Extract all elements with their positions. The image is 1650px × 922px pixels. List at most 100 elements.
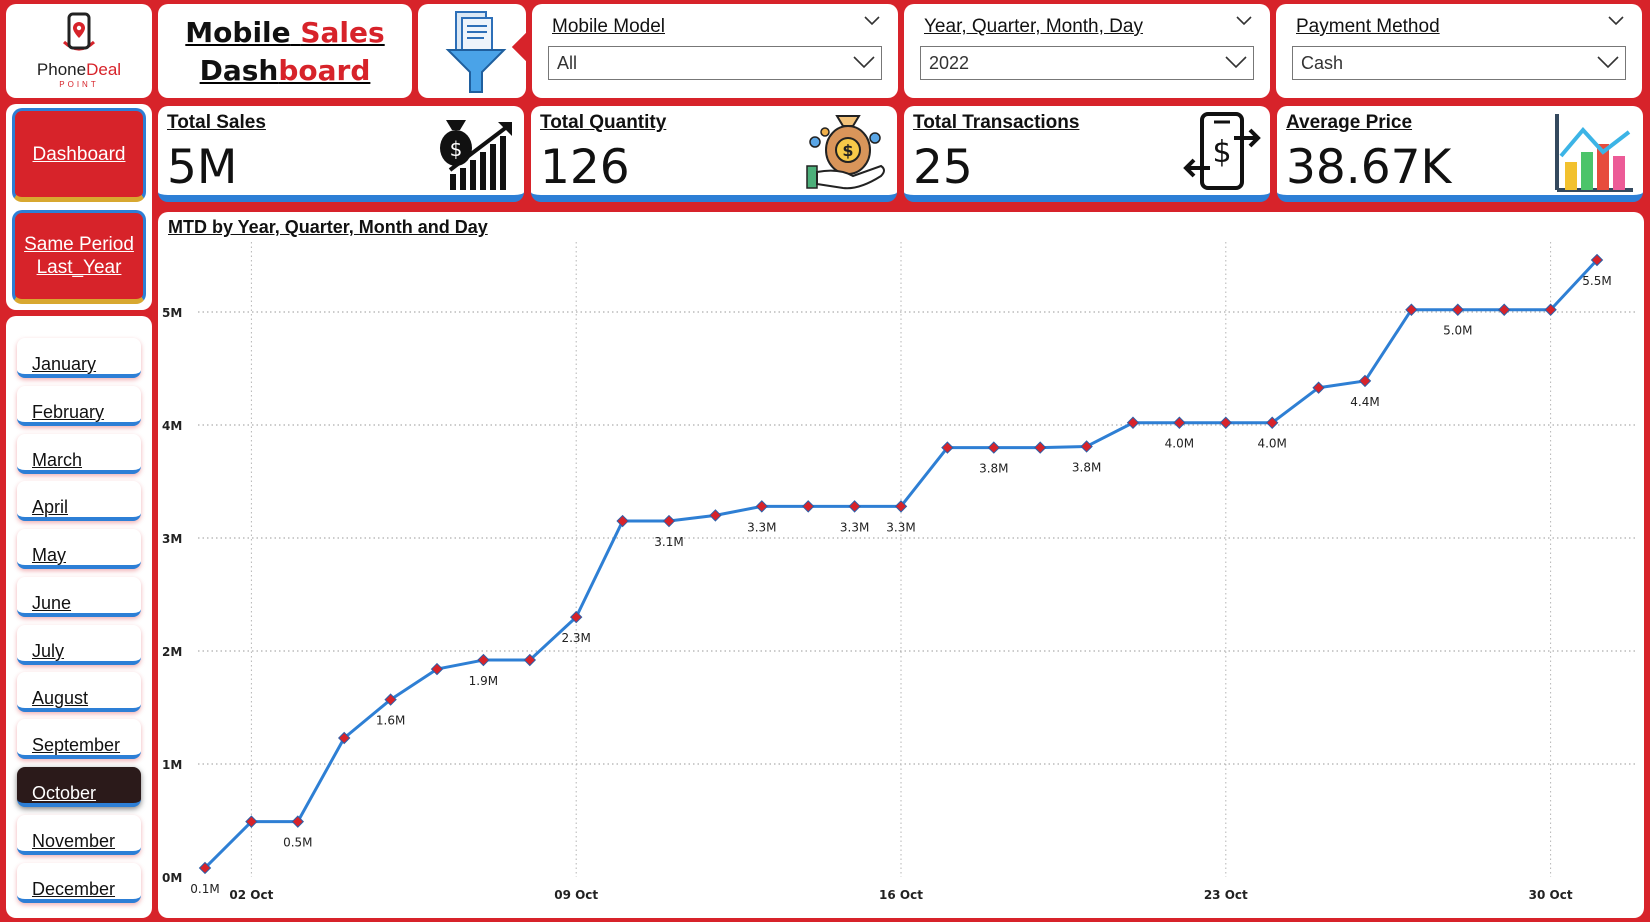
data-point bbox=[198, 861, 212, 875]
data-label: 5.5M bbox=[1582, 274, 1611, 288]
dashboard-title-line2: Dashboard bbox=[199, 54, 371, 87]
mtd-line-chart[interactable]: 0M 1M 2M 3M 4M 5M 02 Oct 09 Oct 16 Oct 23 Oct 30 O… bbox=[158, 212, 1644, 918]
data-label: 3.8M bbox=[1072, 460, 1101, 474]
phone-transfer-icon: $ bbox=[1183, 112, 1261, 190]
data-label: 3.3M bbox=[747, 520, 776, 534]
kpi-value: 25 bbox=[913, 140, 973, 195]
data-point bbox=[1405, 303, 1418, 316]
kpi-label: Total Sales bbox=[167, 112, 266, 133]
kpi-value: 5M bbox=[167, 140, 238, 195]
logo-card: PhoneDeal POINT bbox=[6, 4, 152, 98]
data-label: 5.0M bbox=[1443, 324, 1472, 338]
data-point bbox=[662, 514, 676, 528]
data-point bbox=[1033, 441, 1047, 454]
data-point bbox=[477, 653, 490, 667]
y-tick-label: 0M bbox=[162, 871, 182, 885]
data-point bbox=[384, 693, 397, 706]
kpi-label: Total Transactions bbox=[913, 112, 1080, 133]
same-period-last-year-nav-button[interactable]: Same Period Last_Year bbox=[12, 210, 146, 304]
payment-method-slicer: Payment Method Cash bbox=[1276, 4, 1642, 98]
data-point bbox=[1219, 416, 1233, 429]
brand-name: PhoneDeal bbox=[36, 60, 122, 79]
kpi-label: Average Price bbox=[1286, 112, 1413, 133]
month-button-may[interactable]: May bbox=[17, 529, 141, 569]
x-tick-label: 16 Oct bbox=[879, 888, 923, 902]
y-tick-label: 5M bbox=[162, 306, 182, 320]
month-button-june[interactable]: June bbox=[17, 577, 141, 617]
kpi-label: Total Quantity bbox=[540, 112, 667, 133]
data-label: 4.0M bbox=[1257, 437, 1286, 451]
data-point bbox=[430, 662, 444, 676]
data-point bbox=[848, 500, 861, 513]
y-tick-label: 1M bbox=[162, 758, 182, 772]
data-label: 2.3M bbox=[561, 631, 590, 645]
month-button-april[interactable]: April bbox=[17, 481, 141, 521]
dropdown-value: 2022 bbox=[929, 53, 970, 73]
mobile-model-slicer: Mobile Model All bbox=[532, 4, 898, 98]
y-tick-label: 2M bbox=[162, 645, 182, 659]
month-button-february[interactable]: February bbox=[17, 386, 141, 426]
data-point bbox=[1497, 303, 1511, 316]
data-label: 1.6M bbox=[376, 714, 405, 728]
data-point bbox=[523, 653, 537, 667]
data-point bbox=[569, 610, 583, 624]
data-label: 3.3M bbox=[886, 520, 915, 534]
data-point bbox=[291, 815, 305, 828]
data-point bbox=[894, 500, 908, 513]
brand-subtitle: POINT bbox=[59, 80, 99, 89]
data-point bbox=[1451, 303, 1465, 316]
svg-text:$: $ bbox=[842, 141, 853, 160]
month-slicer: January February March April May June Ju… bbox=[6, 316, 152, 918]
slicer-label: Payment Method bbox=[1296, 16, 1440, 37]
chevron-down-icon[interactable] bbox=[1236, 16, 1252, 26]
month-button-november[interactable]: November bbox=[17, 815, 141, 855]
month-button-december[interactable]: December bbox=[17, 863, 141, 903]
mobile-model-dropdown[interactable]: All bbox=[548, 46, 882, 80]
data-label: 4.0M bbox=[1165, 437, 1194, 451]
data-label: 3.8M bbox=[979, 462, 1008, 476]
date-hierarchy-slicer: Year, Quarter, Month, Day 2022 bbox=[904, 4, 1270, 98]
data-point bbox=[1173, 416, 1186, 429]
data-point bbox=[1265, 416, 1279, 429]
month-button-august[interactable]: August bbox=[17, 672, 141, 712]
slicer-label: Mobile Model bbox=[552, 16, 665, 37]
data-point bbox=[801, 500, 815, 513]
chevron-down-icon[interactable] bbox=[1608, 16, 1624, 26]
data-point bbox=[709, 509, 722, 522]
month-button-september[interactable]: September bbox=[17, 719, 141, 759]
month-button-january[interactable]: January bbox=[17, 338, 141, 378]
x-tick-label: 23 Oct bbox=[1204, 888, 1248, 902]
phone-location-icon bbox=[62, 12, 96, 51]
chevron-down-icon bbox=[1225, 56, 1247, 69]
y-tick-label: 4M bbox=[162, 419, 182, 433]
date-dropdown[interactable]: 2022 bbox=[920, 46, 1254, 80]
average-price-card: Average Price 38.67K bbox=[1277, 106, 1643, 202]
chevron-down-icon[interactable] bbox=[864, 16, 880, 26]
dropdown-value: Cash bbox=[1301, 53, 1344, 73]
filter-pane-button[interactable] bbox=[418, 4, 526, 98]
money-bag-growth-icon: $ bbox=[440, 120, 512, 190]
data-point bbox=[1312, 381, 1325, 394]
data-label: 0.1M bbox=[190, 882, 219, 896]
kpi-value: 38.67K bbox=[1286, 140, 1452, 195]
payment-method-dropdown[interactable]: Cash bbox=[1292, 46, 1626, 80]
dropdown-value: All bbox=[557, 53, 578, 73]
data-point bbox=[1590, 253, 1604, 267]
dashboard-nav-button[interactable]: Dashboard bbox=[12, 108, 146, 202]
slicer-label: Year, Quarter, Month, Day bbox=[924, 16, 1143, 37]
kpi-value: 126 bbox=[540, 140, 630, 195]
month-button-march[interactable]: March bbox=[17, 434, 141, 474]
dashboard-title-card: Mobile Sales Dashboard bbox=[158, 4, 412, 98]
bar-chart-trend-icon bbox=[1555, 114, 1633, 192]
money-bag-hand-icon: $ bbox=[806, 115, 885, 190]
data-point bbox=[755, 500, 769, 513]
data-point bbox=[1126, 416, 1140, 429]
month-button-july[interactable]: July bbox=[17, 625, 141, 665]
data-label: 3.3M bbox=[840, 520, 869, 534]
x-tick-label: 02 Oct bbox=[229, 888, 273, 902]
data-label: 3.1M bbox=[654, 535, 683, 549]
month-button-october[interactable]: October bbox=[17, 767, 141, 807]
y-tick-label: 3M bbox=[162, 532, 182, 546]
total-sales-card: Total Sales 5M $ bbox=[158, 106, 524, 202]
total-quantity-card: Total Quantity 126 $ bbox=[531, 106, 897, 202]
